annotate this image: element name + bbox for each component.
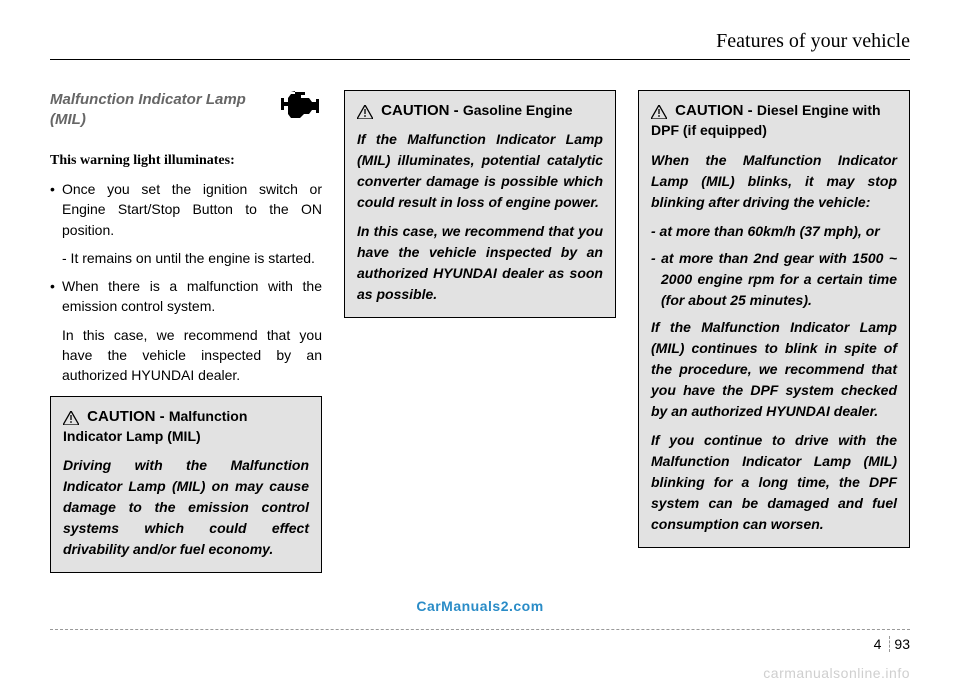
bullet-subtext: - It remains on until the engine is star… — [50, 248, 322, 268]
caution-box-mil: CAUTION - Malfunction Indicator Lamp (MI… — [50, 396, 322, 574]
bullet-item: When there is a malfunction with the emi… — [50, 276, 322, 317]
caution-list-item: - at more than 60km/h (37 mph), or — [651, 221, 897, 242]
caution-heading: CAUTION - Diesel Engine with DPF (if equ… — [651, 101, 897, 142]
caution-heading: CAUTION - Malfunction Indicator Lamp (MI… — [63, 407, 309, 448]
caution-body: If the Malfunction Indicator Lamp (MIL) … — [357, 129, 603, 213]
chapter-number: 4 — [874, 636, 891, 652]
caution-box-diesel: CAUTION - Diesel Engine with DPF (if equ… — [638, 90, 910, 548]
caution-heading: CAUTION - Gasoline Engine — [357, 101, 603, 121]
warning-triangle-icon — [651, 105, 667, 119]
bullet-item: Once you set the ignition switch or Engi… — [50, 179, 322, 240]
caution-body: If you continue to drive with the Malfun… — [651, 430, 897, 535]
caution-label: CAUTION - — [87, 408, 165, 425]
section-heading-row: Malfunction Indicator Lamp (MIL) — [50, 90, 322, 129]
warning-triangle-icon — [63, 411, 79, 425]
check-engine-icon — [278, 90, 322, 124]
page-footer: 4 93 — [50, 629, 910, 659]
column-3: CAUTION - Diesel Engine with DPF (if equ… — [638, 90, 910, 573]
manual-page: Features of your vehicle Malfunction Ind… — [0, 0, 960, 630]
bullet-list: Once you set the ignition switch or Engi… — [50, 179, 322, 240]
watermark-carmanuals2: CarManuals2.com — [416, 598, 543, 614]
page-number-value: 93 — [890, 636, 910, 652]
column-1: Malfunction Indicator Lamp (MIL) This wa… — [50, 90, 322, 573]
bullet-list: When there is a malfunction with the emi… — [50, 276, 322, 317]
section-title: Malfunction Indicator Lamp (MIL) — [50, 90, 268, 129]
caution-body: Driving with the Malfunction Indicator L… — [63, 455, 309, 560]
caution-label: CAUTION - — [381, 102, 459, 119]
warning-triangle-icon — [357, 105, 373, 119]
caution-box-gasoline: CAUTION - Gasoline Engine If the Malfunc… — [344, 90, 616, 318]
caution-subhead: Gasoline Engine — [463, 102, 573, 118]
caution-body: In this case, we recommend that you have… — [357, 221, 603, 305]
page-number: 4 93 — [874, 636, 910, 652]
bullet-subtext: In this case, we recommend that you have… — [50, 325, 322, 386]
content-columns: Malfunction Indicator Lamp (MIL) This wa… — [50, 90, 910, 573]
column-2: CAUTION - Gasoline Engine If the Malfunc… — [344, 90, 616, 573]
caution-body: If the Malfunction Indicator Lamp (MIL) … — [651, 317, 897, 422]
watermark-carmanualsonline: carmanualsonline.info — [763, 665, 910, 681]
caution-list-item: - at more than 2nd gear with 1500 ~ 2000… — [651, 248, 897, 311]
caution-label: CAUTION - — [675, 102, 753, 119]
page-header: Features of your vehicle — [50, 30, 910, 60]
caution-body: When the Malfunction Indicator Lamp (MIL… — [651, 150, 897, 213]
intro-text: This warning light illuminates: — [50, 153, 322, 169]
